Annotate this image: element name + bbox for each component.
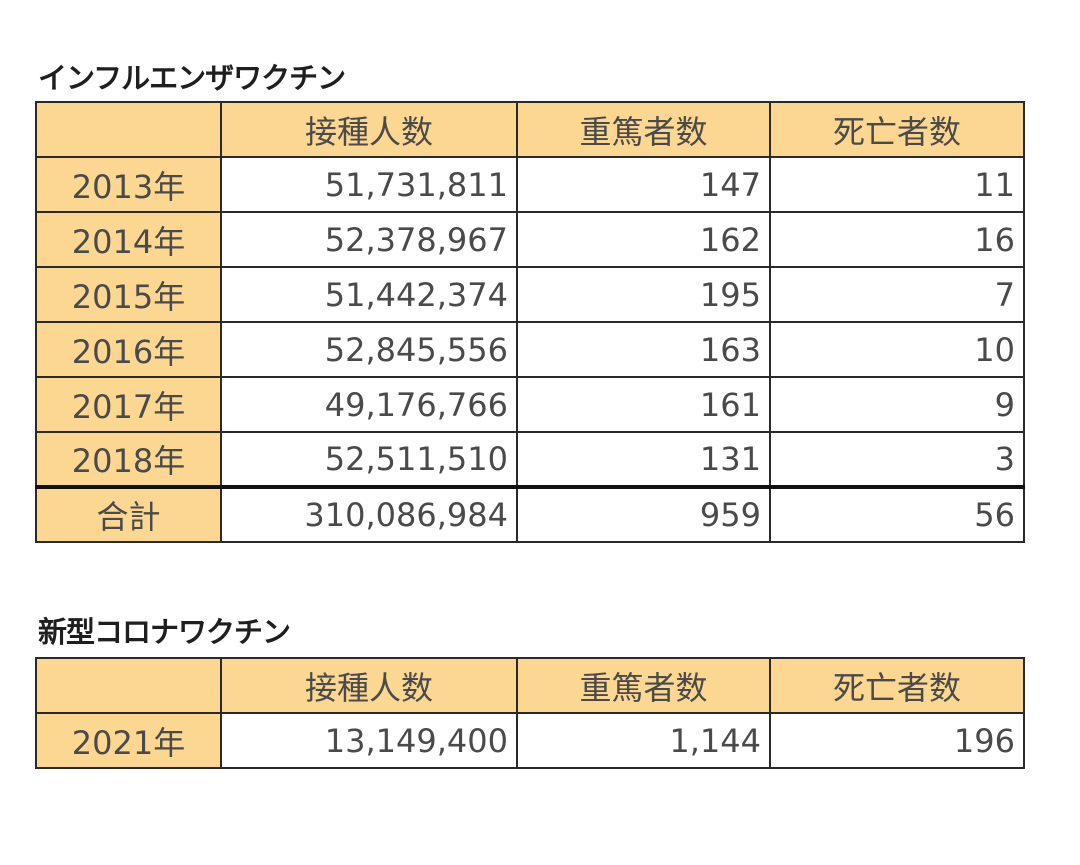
row-serious: 163 — [516, 321, 771, 378]
header-vaccinated: 接種人数 — [220, 101, 518, 158]
covid-vaccine-table: 接種人数 重篤者数 死亡者数 2021年 13,149,400 1,144 19… — [35, 657, 1025, 769]
table-row: 2021年 13,149,400 1,144 196 — [35, 712, 1025, 769]
row-vaccinated: 49,176,766 — [220, 376, 518, 433]
row-year: 2017年 — [35, 376, 222, 433]
row-year: 2018年 — [35, 431, 222, 488]
row-vaccinated: 51,731,811 — [220, 156, 518, 213]
table-row: 2017年 49,176,766 161 9 — [35, 376, 1025, 433]
header-corner-cell — [35, 101, 222, 158]
row-year: 2014年 — [35, 211, 222, 268]
row-vaccinated: 52,378,967 — [220, 211, 518, 268]
header-vaccinated: 接種人数 — [220, 657, 518, 714]
header-serious: 重篤者数 — [516, 101, 771, 158]
row-year: 2013年 — [35, 156, 222, 213]
row-deaths: 7 — [769, 266, 1025, 323]
header-deaths: 死亡者数 — [769, 657, 1025, 714]
total-vaccinated: 310,086,984 — [220, 485, 518, 543]
row-deaths: 9 — [769, 376, 1025, 433]
row-deaths: 16 — [769, 211, 1025, 268]
row-serious: 1,144 — [516, 712, 771, 769]
row-year: 2015年 — [35, 266, 222, 323]
table-header-row: 接種人数 重篤者数 死亡者数 — [35, 657, 1025, 714]
row-year: 2021年 — [35, 712, 222, 769]
row-serious: 131 — [516, 431, 771, 488]
row-serious: 195 — [516, 266, 771, 323]
row-deaths: 3 — [769, 431, 1025, 488]
table-row: 2013年 51,731,811 147 11 — [35, 156, 1025, 213]
table-row: 2015年 51,442,374 195 7 — [35, 266, 1025, 323]
flu-table-title: インフルエンザワクチン — [38, 61, 346, 95]
header-deaths: 死亡者数 — [769, 101, 1025, 158]
row-vaccinated: 13,149,400 — [220, 712, 518, 769]
total-serious: 959 — [516, 485, 771, 543]
row-vaccinated: 52,511,510 — [220, 431, 518, 488]
table-row: 2016年 52,845,556 163 10 — [35, 321, 1025, 378]
row-year: 2016年 — [35, 321, 222, 378]
flu-vaccine-table: 接種人数 重篤者数 死亡者数 2013年 51,731,811 147 11 2… — [35, 101, 1025, 543]
header-serious: 重篤者数 — [516, 657, 771, 714]
row-vaccinated: 51,442,374 — [220, 266, 518, 323]
covid-table-title: 新型コロナワクチン — [38, 615, 291, 649]
row-deaths: 196 — [769, 712, 1025, 769]
row-vaccinated: 52,845,556 — [220, 321, 518, 378]
total-row: 合計 310,086,984 959 56 — [35, 485, 1025, 543]
row-serious: 162 — [516, 211, 771, 268]
row-serious: 147 — [516, 156, 771, 213]
row-serious: 161 — [516, 376, 771, 433]
total-deaths: 56 — [769, 485, 1025, 543]
table-row: 2014年 52,378,967 162 16 — [35, 211, 1025, 268]
header-corner-cell — [35, 657, 222, 714]
table-header-row: 接種人数 重篤者数 死亡者数 — [35, 101, 1025, 158]
table-row: 2018年 52,511,510 131 3 — [35, 431, 1025, 488]
row-deaths: 10 — [769, 321, 1025, 378]
row-deaths: 11 — [769, 156, 1025, 213]
total-label: 合計 — [35, 485, 222, 543]
